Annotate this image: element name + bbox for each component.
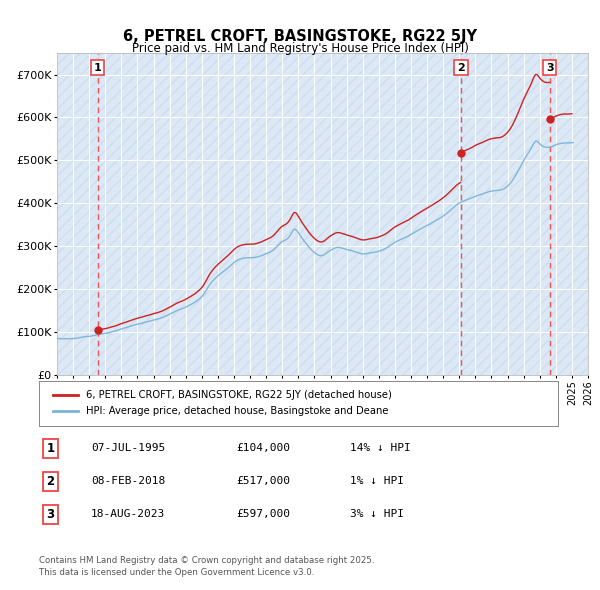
Text: 07-JUL-1995: 07-JUL-1995: [91, 444, 165, 453]
Text: 1: 1: [46, 442, 55, 455]
Text: 1: 1: [94, 63, 101, 73]
Text: Price paid vs. HM Land Registry's House Price Index (HPI): Price paid vs. HM Land Registry's House …: [131, 42, 469, 55]
Text: 14% ↓ HPI: 14% ↓ HPI: [350, 444, 411, 453]
Text: 3: 3: [546, 63, 554, 73]
Text: £104,000: £104,000: [236, 444, 290, 453]
Text: £597,000: £597,000: [236, 510, 290, 519]
Text: 18-AUG-2023: 18-AUG-2023: [91, 510, 165, 519]
Text: 08-FEB-2018: 08-FEB-2018: [91, 477, 165, 486]
Text: £517,000: £517,000: [236, 477, 290, 486]
Text: 1% ↓ HPI: 1% ↓ HPI: [350, 477, 404, 486]
Text: 2: 2: [457, 63, 465, 73]
Text: 3: 3: [46, 508, 55, 521]
Legend: 6, PETREL CROFT, BASINGSTOKE, RG22 5JY (detached house), HPI: Average price, det: 6, PETREL CROFT, BASINGSTOKE, RG22 5JY (…: [49, 386, 396, 420]
Text: 2: 2: [46, 475, 55, 488]
Text: Contains HM Land Registry data © Crown copyright and database right 2025.
This d: Contains HM Land Registry data © Crown c…: [39, 556, 374, 577]
Text: 6, PETREL CROFT, BASINGSTOKE, RG22 5JY: 6, PETREL CROFT, BASINGSTOKE, RG22 5JY: [123, 30, 477, 44]
Text: 3% ↓ HPI: 3% ↓ HPI: [350, 510, 404, 519]
